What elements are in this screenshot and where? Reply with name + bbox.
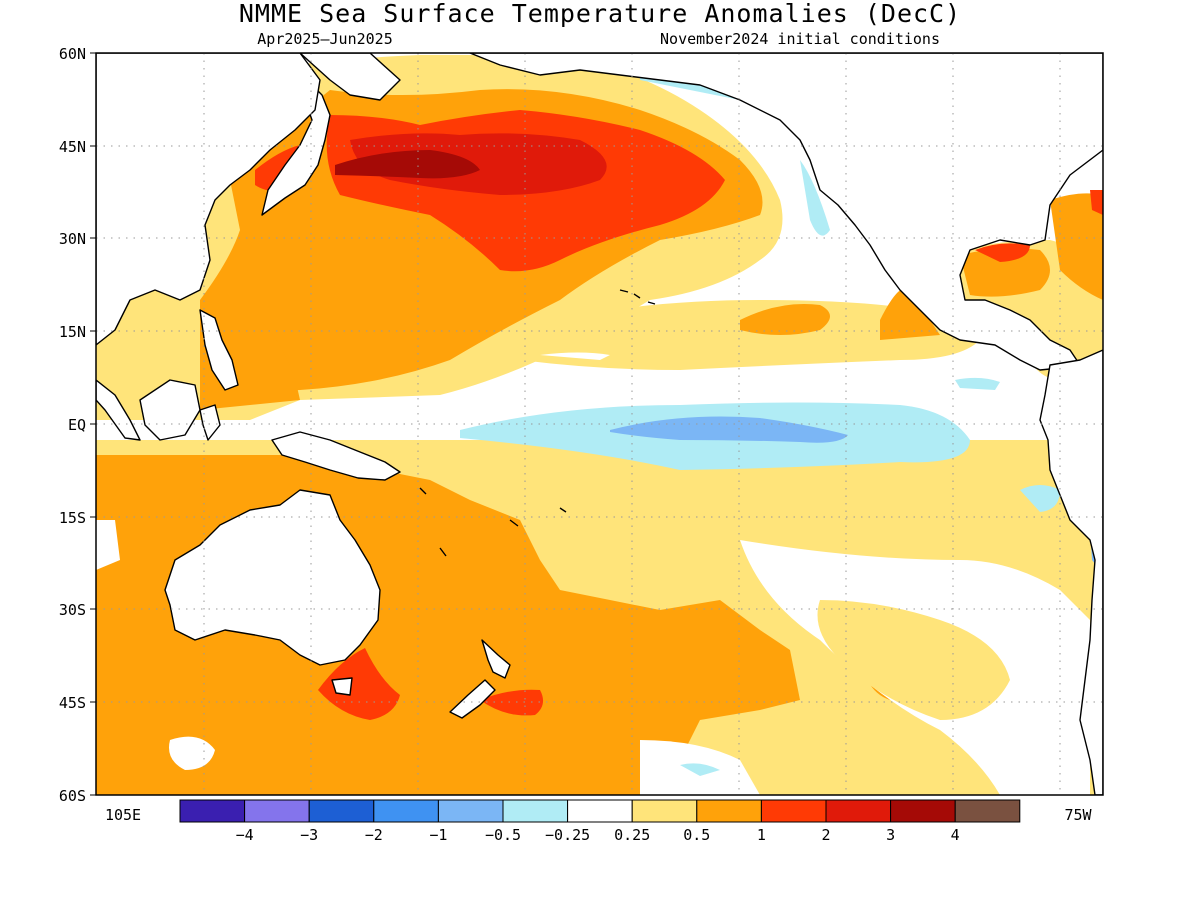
gulf-red [975, 243, 1030, 262]
lat-label: 45N [59, 138, 86, 156]
colorbar-label: −0.25 [545, 826, 590, 844]
colorbar-swatch [502, 799, 569, 823]
colorbar-swatch [890, 799, 956, 823]
colorbar-label: −4 [236, 826, 254, 844]
colorbar-swatch [760, 799, 827, 823]
map-subtitle-period: Apr2025–Jun2025 [257, 30, 392, 48]
atlantic-red [1090, 190, 1103, 215]
colorbar-label: −0.5 [485, 826, 521, 844]
colorbar-swatch [696, 799, 762, 823]
colorbar-label: 0.5 [683, 826, 710, 844]
sumatra-land [96, 379, 141, 441]
nz-red-patch [480, 689, 544, 716]
sulawesi-land [199, 404, 221, 441]
colorbar-label: 4 [951, 826, 960, 844]
lon-left-label: 105E [105, 806, 141, 824]
north-pacific-maroon [335, 150, 480, 179]
colorbar-swatch [437, 799, 504, 823]
colorbar-swatch [631, 799, 698, 823]
lat-label: 60N [59, 45, 86, 63]
anomaly-field [96, 53, 1103, 795]
kamchatka-land [299, 53, 401, 101]
philippines-land [199, 309, 239, 391]
california-cool-patch [800, 160, 830, 236]
lon-right-label: 75W [1064, 806, 1092, 824]
east-pacific-yellow [520, 300, 980, 370]
lat-label: 30S [59, 601, 86, 619]
new-guinea-land [271, 431, 401, 481]
nz-north-island [481, 639, 511, 679]
south-cool-patch [680, 763, 720, 776]
colorbar-swatch [567, 799, 633, 823]
southeast-yellow-tongue [817, 600, 1010, 720]
colorbar-label: −1 [429, 826, 447, 844]
hawaii-islands [619, 289, 656, 305]
colorbar-label: 3 [886, 826, 895, 844]
north-pacific-deep-red [350, 133, 607, 195]
south-white-patch-3 [169, 736, 215, 770]
colorbar-swatch [373, 799, 439, 823]
map-graticule [96, 53, 1103, 795]
colorbar-label: −2 [365, 826, 383, 844]
map-title: NMME Sea Surface Temperature Anomalies (… [239, 0, 961, 28]
south-america-land [1039, 349, 1103, 795]
colorbar-swatch [308, 799, 375, 823]
colorbar-swatch [825, 799, 892, 823]
lat-label: 45S [59, 694, 86, 712]
colorbar-swatch [179, 799, 246, 823]
nz-south-island [449, 679, 496, 719]
colorbar-label: 1 [757, 826, 766, 844]
colorbar-label: −3 [300, 826, 318, 844]
land-masses [96, 53, 1103, 795]
latitude-axis: 60N 45N 30N 15N EQ 15S 30S 45S 60S [59, 45, 96, 805]
north-america-land [469, 53, 1103, 371]
colorbar-swatch [244, 799, 310, 823]
mexico-cool-patch [955, 377, 1000, 390]
east-pacific-orange-blob [740, 304, 830, 335]
lat-label: 60S [59, 787, 86, 805]
east-equatorial-white [540, 352, 610, 360]
peru-cool-patch [1020, 485, 1060, 512]
tasman-red-patch [318, 648, 400, 720]
lat-label: EQ [68, 416, 86, 434]
colorbar-label: 2 [821, 826, 830, 844]
south-white-patch-4 [96, 520, 120, 570]
lat-label: 15N [59, 323, 86, 341]
colorbar: −4 −3 −2 −1 −0.5 −0.25 0.25 0.5 1 2 3 4 [179, 799, 1021, 844]
tasmania-land [331, 677, 353, 696]
colorbar-label: 0.25 [614, 826, 650, 844]
colorbar-swatch [954, 799, 1021, 823]
equatorial-core [610, 416, 848, 443]
borneo-land [139, 379, 201, 441]
map-subtitle-initial-conditions: November2024 initial conditions [660, 30, 940, 48]
caribbean-orange [960, 248, 1050, 297]
atlantic-orange [1050, 193, 1103, 300]
lat-label: 30N [59, 230, 86, 248]
australia-land [164, 489, 381, 666]
south-pacific-islands [419, 487, 567, 557]
central-america-orange [880, 288, 940, 340]
lat-label: 15S [59, 509, 86, 527]
asia-mainland [96, 53, 321, 346]
